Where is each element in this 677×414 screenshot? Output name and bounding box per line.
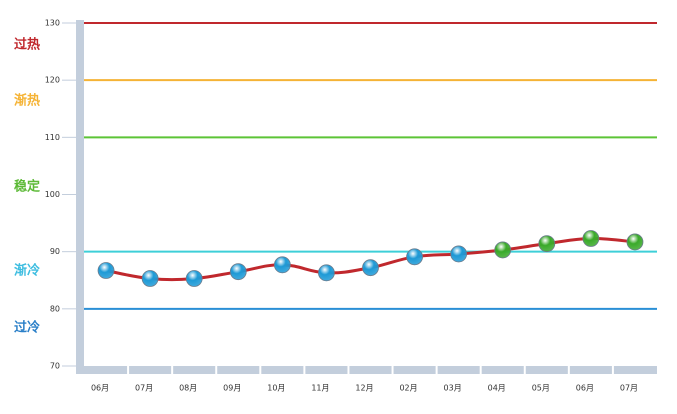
zone-label: 过热: [14, 37, 40, 53]
zone-label: 渐热: [14, 93, 40, 109]
x-tick-label: 05月: [532, 384, 550, 393]
zone-label: 渐冷: [14, 263, 40, 279]
x-tick-label: 08月: [179, 384, 197, 393]
x-tick-label: 06月: [91, 384, 109, 393]
x-tick-label: 03月: [444, 384, 462, 393]
point-marker: [97, 262, 115, 279]
point-marker: [538, 235, 556, 253]
x-tick-label: 09月: [223, 384, 241, 393]
y-tick-label: 130: [45, 19, 60, 28]
x-tick-label: 07月: [135, 384, 153, 393]
y-axis-band: [76, 20, 84, 374]
x-tick-label: 12月: [355, 384, 373, 393]
x-tick-label: 11月: [311, 384, 329, 393]
x-tick-label: 06月: [576, 384, 594, 393]
point-marker: [273, 256, 291, 274]
y-tick-label: 120: [45, 76, 60, 85]
zone-label: 稳定: [14, 179, 40, 195]
point-marker: [582, 230, 600, 247]
x-tick-label: 10月: [267, 384, 285, 393]
point-marker: [406, 248, 423, 266]
y-tick-label: 110: [45, 133, 60, 142]
y-tick-label: 70: [50, 362, 60, 371]
point-marker: [362, 259, 379, 277]
y-tick-label: 100: [45, 190, 60, 199]
zone-label: 过冷: [14, 320, 40, 336]
y-tick-label: 80: [50, 304, 60, 313]
x-tick-label: 04月: [488, 384, 506, 393]
y-tick-label: 90: [50, 247, 60, 256]
x-tick-label: 07月: [620, 384, 638, 393]
point-marker: [318, 264, 335, 282]
x-tick-label: 02月: [399, 384, 417, 393]
point-marker: [450, 245, 468, 263]
point-marker: [141, 270, 159, 287]
point-marker: [494, 241, 512, 259]
point-marker: [626, 233, 644, 251]
x-axis-band: [76, 366, 657, 374]
point-marker: [185, 270, 203, 287]
point-marker: [229, 263, 247, 281]
